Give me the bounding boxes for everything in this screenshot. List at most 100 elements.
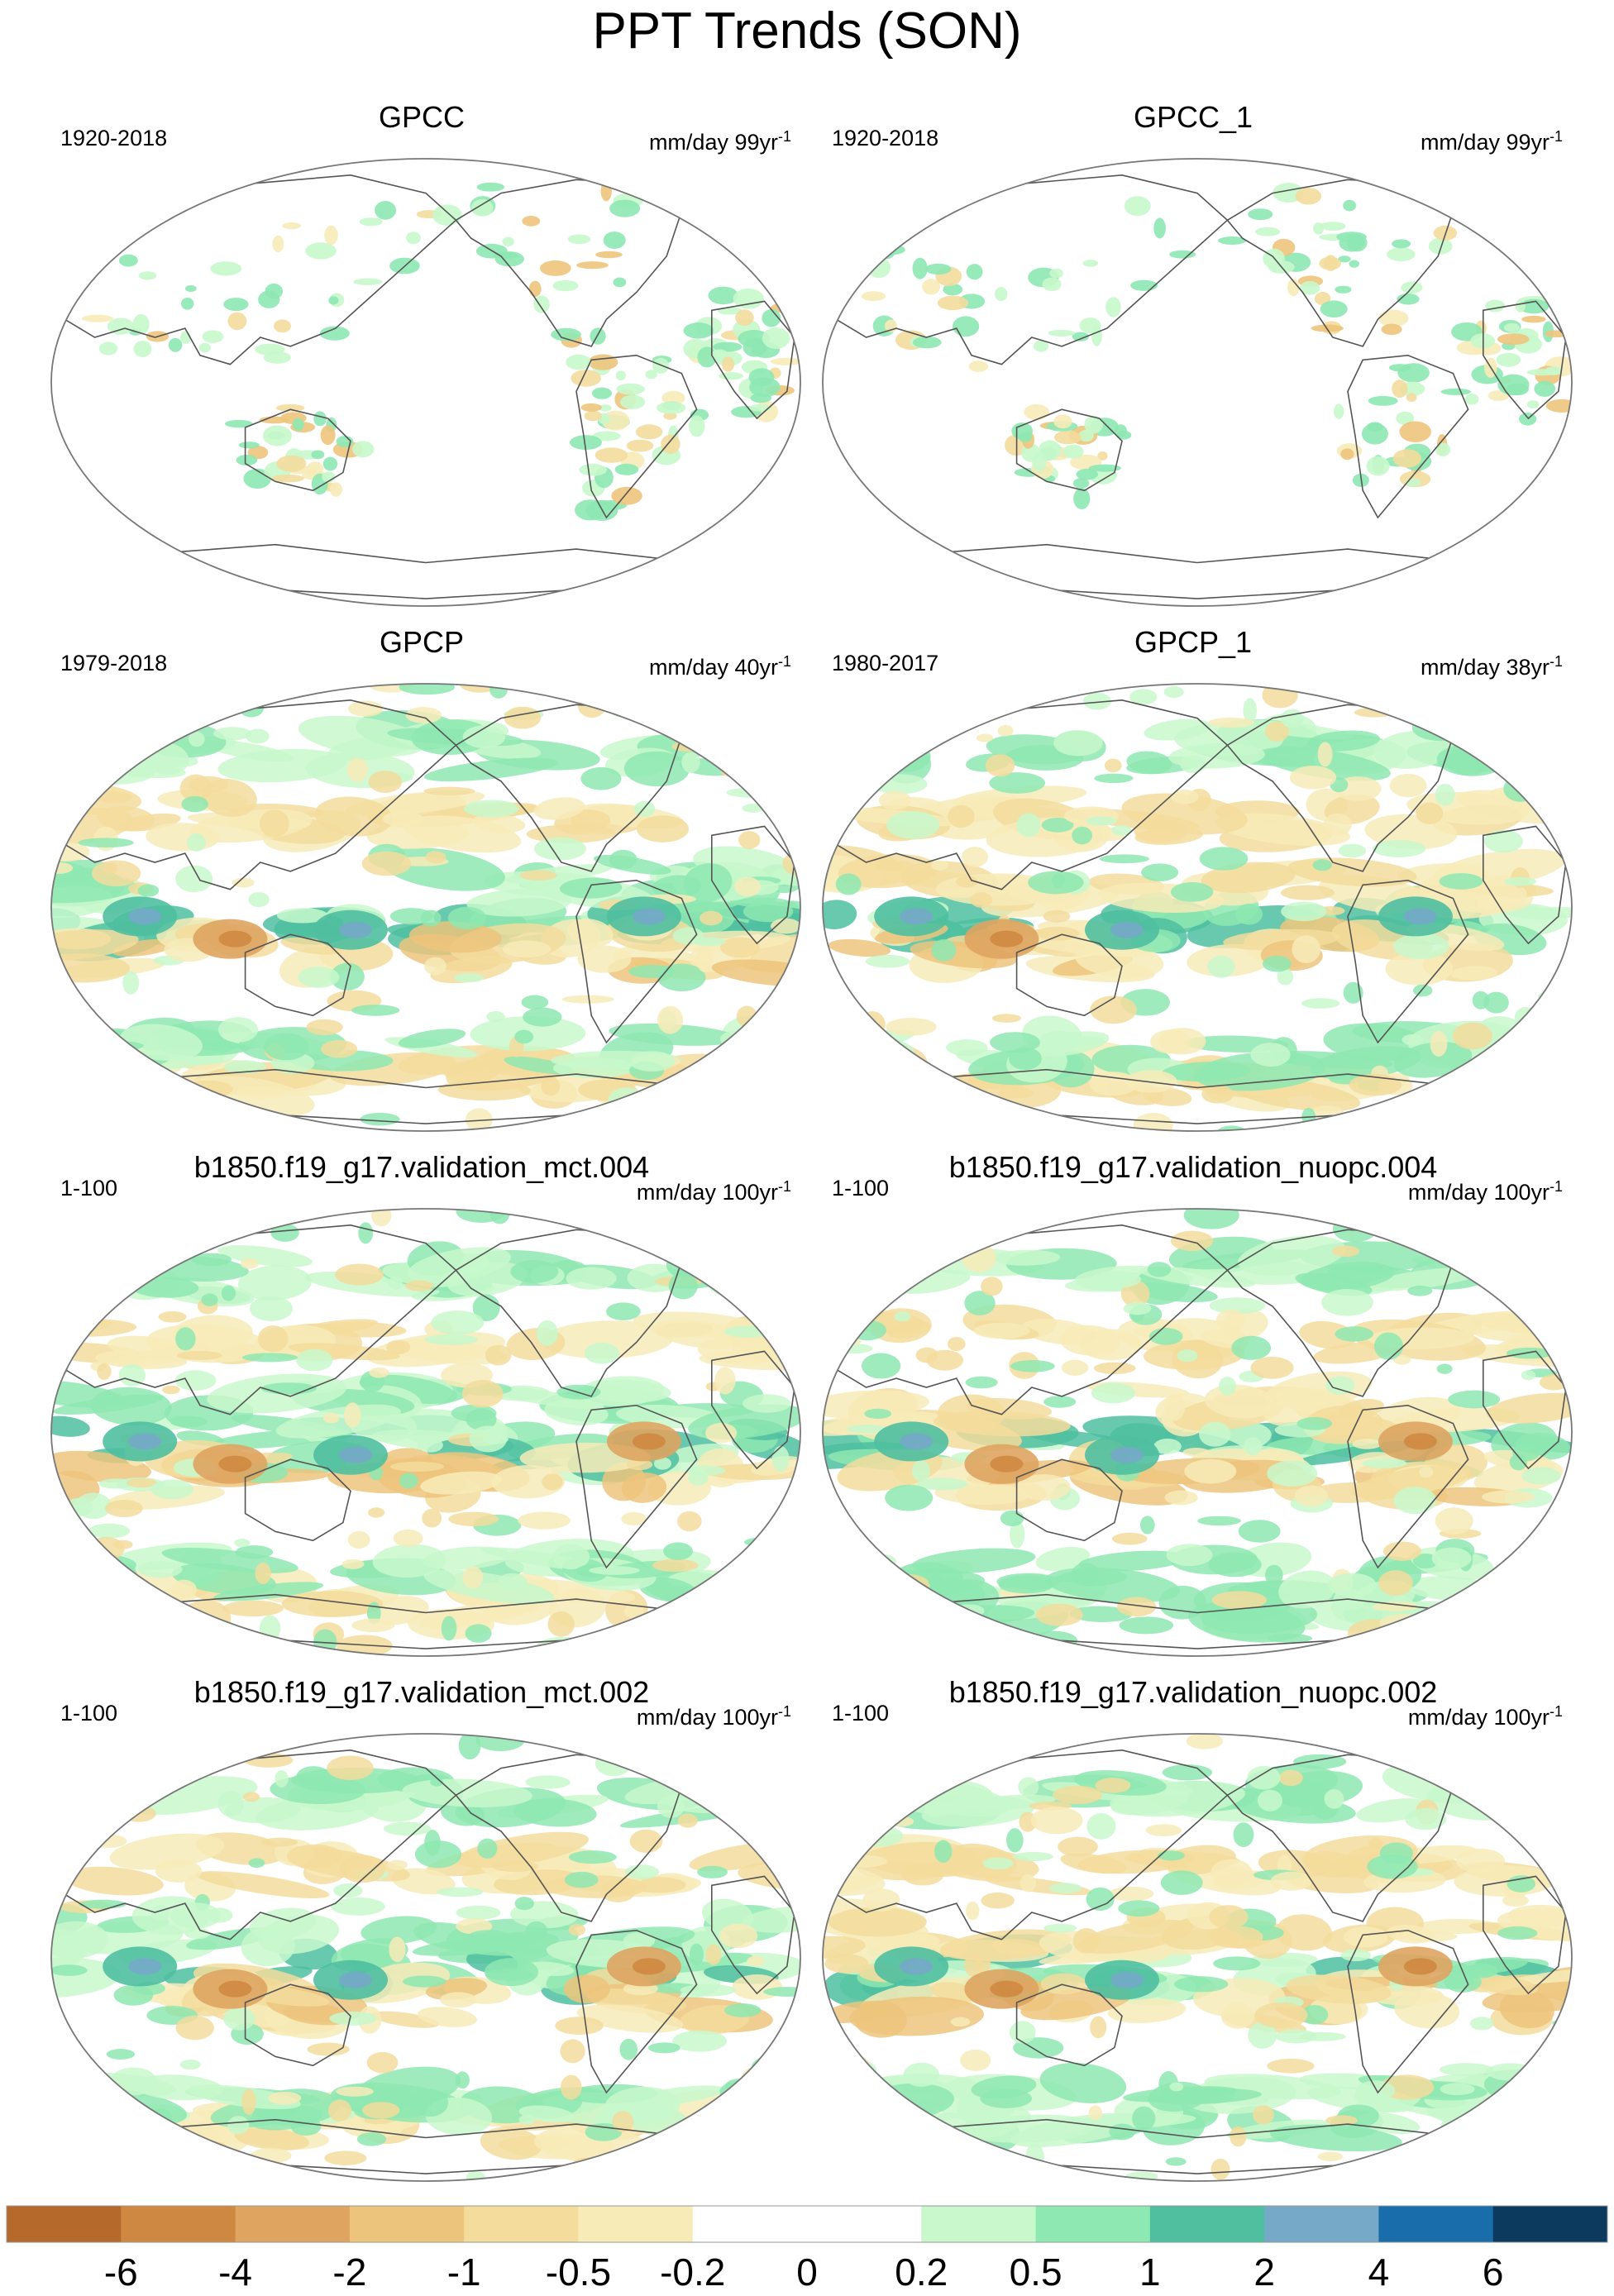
trend-patch — [1368, 395, 1398, 406]
trend-patch — [974, 1629, 1029, 1642]
trend-patch — [823, 1601, 871, 1624]
trend-patch — [51, 1798, 117, 1820]
trend-patch — [551, 327, 581, 341]
trend-patch — [311, 450, 325, 460]
trend-patch — [1218, 236, 1247, 245]
trend-patch — [645, 370, 657, 379]
trend-patch — [1090, 2016, 1107, 2039]
trend-patch — [525, 1921, 548, 1940]
trend-patch — [1374, 1332, 1403, 1360]
trend-patch — [1004, 1111, 1043, 1123]
trend-patch — [991, 1014, 1021, 1023]
trend-patch — [1039, 1031, 1080, 1047]
trend-patch — [1215, 1309, 1246, 1333]
trend-patch — [347, 1530, 370, 1549]
colorbar-frame — [6, 2205, 1608, 2243]
trend-patch — [1535, 906, 1572, 919]
trend-patch — [930, 860, 948, 871]
trend-patch — [223, 2007, 255, 2031]
trend-patch — [1549, 2139, 1572, 2153]
trend-patch — [1468, 1086, 1528, 1110]
trend-patch — [823, 2001, 889, 2024]
trend-patch — [170, 1579, 197, 1600]
trend-patch — [267, 2091, 302, 2105]
trend-patch — [1039, 2062, 1127, 2103]
trend-patch — [1514, 1006, 1537, 1029]
trend-patch — [1450, 966, 1498, 981]
trend-patch — [922, 279, 940, 295]
trend-patch — [368, 771, 403, 793]
trend-patch — [915, 1347, 938, 1363]
trend-patch — [1252, 2105, 1274, 2125]
trend-patch — [704, 1115, 718, 1131]
trend-patch — [591, 387, 613, 399]
trend-patch — [296, 1348, 333, 1372]
trend-patch — [389, 1936, 406, 1963]
colorbar-tick-label: -0.5 — [546, 2251, 611, 2294]
trend-patch — [656, 401, 686, 414]
trend-patch — [567, 919, 614, 948]
trend-patch — [528, 280, 542, 298]
trend-patch — [611, 486, 642, 505]
trend-patch — [525, 1775, 571, 1789]
trend-patch — [568, 1923, 586, 1936]
trend-patch — [1094, 773, 1134, 784]
trend-patch — [158, 1310, 187, 1323]
coastline-australia — [1015, 933, 1123, 1017]
trend-patch — [934, 1411, 1071, 1437]
trend-patch — [689, 1943, 704, 1966]
trend-patch — [275, 1770, 289, 1788]
trend-patch — [1335, 285, 1352, 294]
trend-patch — [1210, 2158, 1230, 2180]
trend-patch — [840, 1854, 887, 1868]
trend-patch — [1213, 1956, 1261, 1971]
trend-patch — [210, 261, 242, 276]
trend-patch — [1278, 1570, 1336, 1609]
trend-patch — [218, 1017, 259, 1043]
trend-patch — [1110, 1446, 1144, 1463]
trend-patch — [51, 2122, 90, 2150]
trend-patch — [1116, 1597, 1157, 1617]
trend-patch — [1109, 2123, 1135, 2141]
trend-patch — [1073, 488, 1091, 510]
trend-patch — [504, 706, 542, 729]
trend-patch — [989, 772, 1046, 794]
trend-patch — [770, 357, 800, 365]
trend-patch — [605, 1302, 641, 1321]
panel-period: 1920-2018 — [832, 126, 939, 150]
trend-patch — [1264, 1564, 1283, 1586]
trend-patch — [55, 2131, 99, 2145]
trend-patch — [737, 2151, 778, 2175]
trend-patch — [180, 297, 194, 310]
trend-patch — [281, 1591, 384, 1617]
trend-patch — [336, 2086, 374, 2097]
trend-patch — [236, 454, 258, 466]
trend-patch — [51, 712, 95, 731]
trend-patch — [185, 284, 197, 293]
trend-patch — [78, 838, 134, 848]
trend-patch — [1323, 813, 1352, 837]
trend-patch — [241, 2088, 256, 2115]
panel-period: 1-100 — [60, 1701, 118, 1726]
trend-patch — [510, 1260, 559, 1283]
trend-patch — [856, 1826, 904, 1847]
trend-patch — [51, 1964, 88, 1976]
trend-patch — [993, 1249, 1061, 1266]
trend-patch — [1507, 1875, 1535, 1893]
trend-patch — [1157, 1850, 1185, 1861]
trend-patch — [235, 1545, 274, 1559]
trend-patch — [673, 2163, 701, 2181]
map-panel-gpcp_1: GPCP_1 1980-2017 mm/day 38yr-1 — [809, 624, 1578, 1137]
panel-units: mm/day 99yr-1 — [1420, 128, 1563, 155]
trend-patch — [1300, 1262, 1396, 1291]
trend-patch — [174, 1370, 217, 1391]
trend-patch — [567, 234, 591, 245]
trend-patch — [626, 1458, 653, 1471]
trend-patch — [320, 425, 336, 446]
trend-patch — [504, 1578, 636, 1604]
trend-patch — [1129, 689, 1158, 705]
trend-patch — [912, 336, 942, 349]
trend-patch — [95, 791, 132, 804]
trend-patch — [213, 1582, 324, 1601]
trend-patch — [329, 482, 342, 497]
